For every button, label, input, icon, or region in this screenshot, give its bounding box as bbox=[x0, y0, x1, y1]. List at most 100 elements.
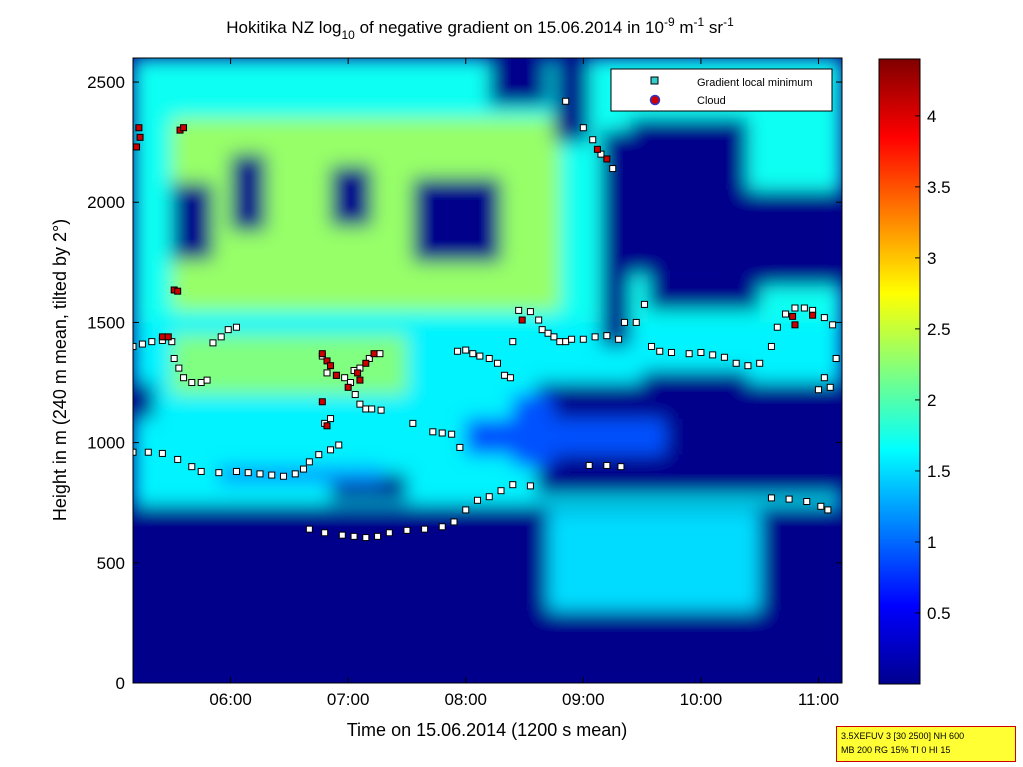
gradient-minimum-point bbox=[791, 304, 799, 312]
gradient-minimum-point bbox=[338, 531, 346, 539]
cloud-point bbox=[518, 316, 526, 324]
x-axis-label: Time on 15.06.2014 (1200 s mean) bbox=[347, 720, 628, 740]
gradient-minimum-point bbox=[773, 323, 781, 331]
gradient-minimum-point bbox=[450, 518, 458, 526]
colorbar: 0.5 1 1.5 2 2.5 3 3.5 4 bbox=[878, 58, 951, 685]
x-tick-label: 11:00 bbox=[798, 690, 839, 709]
heatmap-region bbox=[647, 274, 760, 311]
gradient-minimum-point bbox=[374, 532, 382, 540]
gradient-minimum-point bbox=[438, 523, 446, 531]
gradient-minimum-point bbox=[720, 353, 728, 361]
gradient-minimum-point bbox=[785, 495, 793, 503]
colorbar-tick-label: 2 bbox=[927, 391, 936, 410]
gradient-minimum-point bbox=[403, 526, 411, 534]
gradient-minimum-point bbox=[800, 304, 808, 312]
cloud-point bbox=[323, 357, 331, 365]
cloud-point bbox=[180, 124, 188, 132]
heatmap-region bbox=[133, 382, 155, 419]
heatmap-region bbox=[747, 190, 842, 287]
cloud-point bbox=[332, 371, 340, 379]
heatmap-region bbox=[548, 509, 760, 611]
x-tick-label: 06:00 bbox=[209, 690, 252, 709]
gradient-minimum-point bbox=[579, 124, 587, 132]
gradient-minimum-point bbox=[268, 471, 276, 479]
legend: Gradient local minimum Cloud bbox=[610, 68, 833, 112]
gradient-minimum-point bbox=[133, 448, 137, 456]
y-axis-label: Height in m (240 m mean, tilted by 2°) bbox=[50, 219, 70, 521]
gradient-minimum-point bbox=[365, 354, 373, 362]
gradient-minimum-point bbox=[291, 470, 299, 478]
gradient-minimum-point bbox=[421, 525, 429, 533]
y-tick-label: 1500 bbox=[87, 313, 125, 332]
gradient-minimum-point bbox=[685, 350, 693, 358]
gradient-minimum-point bbox=[232, 323, 240, 331]
gradient-minimum-point bbox=[697, 348, 705, 356]
gradient-minimum-point bbox=[497, 487, 505, 495]
gradient-minimum-point bbox=[538, 326, 546, 334]
heatmap-region bbox=[171, 334, 407, 395]
gradient-minimum-point bbox=[609, 165, 617, 173]
heatmap-region bbox=[642, 370, 748, 419]
x-tick-label: 07:00 bbox=[327, 690, 370, 709]
gradient-minimum-point bbox=[462, 346, 470, 354]
gradient-minimum-point bbox=[224, 326, 232, 334]
gradient-minimum-point bbox=[362, 405, 370, 413]
gradient-minimum-point bbox=[620, 318, 628, 326]
colorbar-tick-label: 0.5 bbox=[927, 604, 951, 623]
gradient-minimum-point bbox=[603, 332, 611, 340]
cloud-point bbox=[327, 362, 335, 370]
gradient-minimum-point bbox=[377, 406, 385, 414]
gradient-minimum-point bbox=[767, 342, 775, 350]
heatmap-region bbox=[489, 58, 549, 107]
gradient-minimum-point bbox=[506, 374, 514, 382]
colorbar-tick-label: 3.5 bbox=[927, 178, 951, 197]
gradient-minimum-point bbox=[305, 458, 313, 466]
cloud-point bbox=[344, 383, 352, 391]
gradient-minimum-point bbox=[180, 374, 188, 382]
legend-marker-gradient-minimum bbox=[650, 76, 659, 85]
gradient-minimum-point bbox=[256, 470, 264, 478]
gradient-minimum-point bbox=[209, 339, 217, 347]
gradient-minimum-point bbox=[562, 97, 570, 105]
info-line-1: 3.5XEFUV 3 [30 2500] NH 600 bbox=[841, 731, 965, 741]
gradient-minimum-point bbox=[824, 506, 832, 514]
gradient-minimum-point bbox=[668, 348, 676, 356]
cloud-point bbox=[318, 398, 326, 406]
gradient-minimum-point bbox=[509, 338, 517, 346]
heatmap-plot-area bbox=[133, 58, 842, 683]
gradient-minimum-point bbox=[709, 351, 717, 359]
gradient-minimum-point bbox=[327, 446, 335, 454]
gradient-minimum-point bbox=[591, 333, 599, 341]
gradient-minimum-point bbox=[321, 529, 329, 537]
gradient-minimum-point bbox=[476, 352, 484, 360]
colorbar-gradient bbox=[878, 58, 921, 685]
gradient-minimum-point bbox=[438, 429, 446, 437]
gradient-minimum-point bbox=[820, 314, 828, 322]
cloud-point bbox=[164, 333, 172, 341]
gradient-minimum-point bbox=[305, 525, 313, 533]
gradient-minimum-point bbox=[603, 461, 611, 469]
chart-title: Hokitika NZ log10 of negative gradient o… bbox=[226, 15, 734, 42]
gradient-minimum-point bbox=[579, 335, 587, 343]
gradient-minimum-markers bbox=[133, 97, 840, 542]
gradient-minimum-point bbox=[469, 350, 477, 358]
gradient-minimum-point bbox=[526, 308, 534, 316]
heatmap-region bbox=[230, 154, 266, 232]
x-tick-label: 08:00 bbox=[444, 690, 487, 709]
heatmap-region bbox=[465, 418, 666, 455]
cloud-point bbox=[370, 350, 378, 358]
info-line-2: MB 200 RG 15% TI 0 HI 15 bbox=[841, 745, 951, 755]
gradient-minimum-point bbox=[368, 405, 376, 413]
heatmap-region bbox=[412, 178, 502, 263]
x-axis-ticks: 06:00 07:00 08:00 09:00 10:00 11:00 bbox=[209, 58, 839, 709]
gradient-minimum-point bbox=[341, 374, 349, 382]
heatmap-regions bbox=[133, 58, 842, 683]
gradient-minimum-point bbox=[515, 306, 523, 314]
gradient-minimum-point bbox=[133, 342, 137, 350]
gradient-minimum-point bbox=[556, 338, 564, 346]
cloud-point bbox=[789, 312, 797, 320]
y-tick-label: 2000 bbox=[87, 193, 125, 212]
gradient-minimum-point bbox=[144, 448, 152, 456]
gradient-minimum-point bbox=[217, 333, 225, 341]
gradient-minimum-point bbox=[351, 391, 359, 399]
